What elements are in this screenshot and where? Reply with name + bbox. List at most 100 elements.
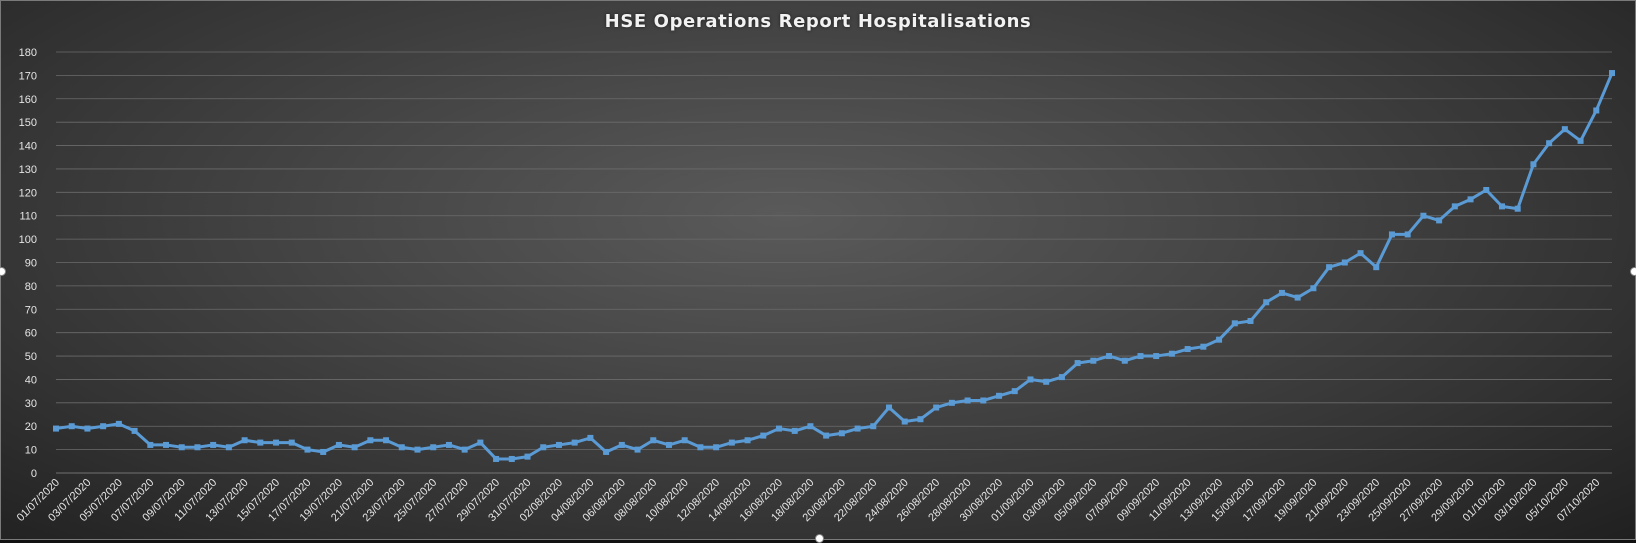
y-tick-label: 40 (25, 374, 37, 386)
data-point (728, 439, 735, 446)
data-point (1027, 376, 1034, 383)
data-point (1420, 212, 1427, 219)
data-point (618, 441, 625, 448)
data-point (1200, 343, 1207, 350)
data-point (493, 455, 500, 462)
data-point (1436, 217, 1443, 224)
data-point (1216, 336, 1223, 343)
series-line (55, 72, 1614, 461)
data-point (697, 444, 704, 451)
data-point (1231, 320, 1238, 327)
data-point (524, 453, 531, 460)
data-point (68, 423, 75, 430)
data-point (115, 420, 122, 427)
data-point (414, 446, 421, 453)
data-point (1074, 360, 1081, 367)
y-tick-label: 20 (25, 421, 37, 433)
data-point (1058, 374, 1065, 381)
data-point (163, 441, 170, 448)
y-tick-label: 90 (25, 258, 37, 270)
data-point (838, 430, 845, 437)
data-point (335, 441, 342, 448)
y-tick-label: 120 (19, 187, 37, 199)
data-point (304, 446, 311, 453)
data-point (807, 423, 814, 430)
data-point (870, 423, 877, 430)
data-point (1577, 137, 1584, 144)
data-point (917, 416, 924, 423)
data-point (1043, 378, 1050, 385)
data-point (225, 444, 232, 451)
data-point (398, 444, 405, 451)
y-tick-label: 10 (25, 445, 37, 457)
y-tick-label: 180 (19, 47, 37, 59)
y-tick-label: 80 (25, 281, 37, 293)
data-point (273, 439, 280, 446)
resize-handle-right[interactable] (1630, 267, 1636, 276)
y-tick-label: 140 (19, 141, 37, 153)
data-point (571, 439, 578, 446)
data-point (964, 397, 971, 404)
data-point (650, 437, 657, 444)
data-point (901, 418, 908, 425)
y-axis-ticks: 0 10 20 30 40 50 60 70 80 90 100 110 120 130 140 150 160… (19, 47, 37, 480)
data-point (1247, 317, 1254, 324)
y-tick-label: 0 (31, 468, 37, 480)
data-point (100, 423, 107, 430)
data-point (980, 397, 987, 404)
y-tick-label: 160 (19, 94, 37, 106)
data-point (1310, 285, 1317, 292)
data-point (1404, 231, 1411, 238)
gridlines (56, 51, 1612, 474)
y-tick-label: 110 (19, 211, 37, 223)
resize-handle-bottom[interactable] (815, 534, 824, 543)
y-tick-label: 70 (25, 304, 37, 316)
y-tick-label: 100 (19, 234, 37, 246)
data-point (886, 404, 893, 411)
data-point (1341, 259, 1348, 266)
data-point (1137, 353, 1144, 360)
data-point (1609, 70, 1615, 77)
data-point (1184, 346, 1191, 353)
y-tick-label: 150 (19, 117, 37, 129)
data-point (948, 399, 955, 406)
data-point (1467, 196, 1474, 203)
y-tick-label: 30 (25, 398, 37, 410)
data-point (933, 404, 940, 411)
data-point (351, 444, 358, 451)
data-point (854, 425, 861, 432)
data-point (540, 444, 547, 451)
chart-title: HSE Operations Report Hospitalisations (604, 11, 1032, 32)
resize-handle-left[interactable] (0, 267, 6, 276)
data-point (1388, 231, 1395, 238)
data-point (791, 427, 798, 434)
data-point (634, 446, 641, 453)
x-axis-ticks: 01/07/202003/07/202005/07/202007/07/2020… (15, 477, 1603, 524)
data-point (587, 434, 594, 441)
data-point (1090, 357, 1097, 364)
data-point (210, 441, 217, 448)
data-point (383, 437, 390, 444)
data-point (1011, 388, 1018, 395)
data-point (477, 439, 484, 446)
data-point (1498, 203, 1505, 210)
data-point (1514, 205, 1521, 212)
data-point (1530, 161, 1537, 168)
data-point (1278, 289, 1285, 296)
data-point (288, 439, 295, 446)
data-point (1121, 357, 1128, 364)
data-point (713, 444, 720, 451)
data-point (823, 432, 830, 439)
data-point (1106, 353, 1113, 360)
data-point (665, 441, 672, 448)
data-point (775, 425, 782, 432)
data-point (131, 427, 138, 434)
data-point (178, 444, 185, 451)
series-group (53, 70, 1615, 462)
data-point (1451, 203, 1458, 210)
data-point (367, 437, 374, 444)
data-point (1263, 299, 1270, 306)
data-point (1357, 250, 1364, 257)
data-point (1294, 294, 1301, 301)
data-point (744, 437, 751, 444)
